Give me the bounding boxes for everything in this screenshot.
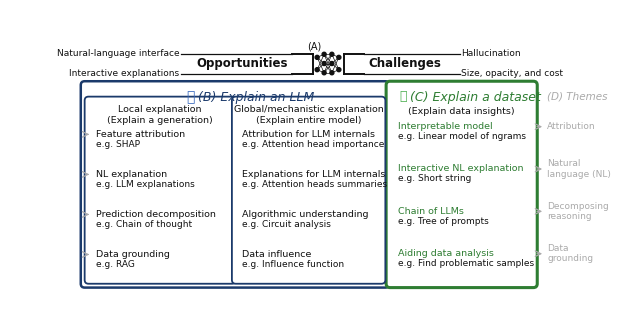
FancyBboxPatch shape xyxy=(386,81,537,288)
Text: e.g. RAG: e.g. RAG xyxy=(96,260,135,269)
Text: Data
grounding: Data grounding xyxy=(547,244,593,263)
Circle shape xyxy=(337,55,341,59)
Text: 🔍: 🔍 xyxy=(186,90,195,104)
Text: Explanations for LLM internals: Explanations for LLM internals xyxy=(242,170,385,179)
Text: (D) Themes: (D) Themes xyxy=(547,91,608,101)
FancyBboxPatch shape xyxy=(232,97,385,284)
Circle shape xyxy=(315,68,319,72)
Circle shape xyxy=(322,62,326,65)
Text: 📊: 📊 xyxy=(399,90,407,103)
Text: Algorithmic understanding: Algorithmic understanding xyxy=(242,210,369,219)
Text: Data influence: Data influence xyxy=(242,250,311,259)
Text: e.g. Influence function: e.g. Influence function xyxy=(242,260,344,269)
Text: Natural
language (NL): Natural language (NL) xyxy=(547,159,611,179)
Text: Local explanation
(Explain a generation): Local explanation (Explain a generation) xyxy=(108,105,213,125)
Text: (Explain data insights): (Explain data insights) xyxy=(408,107,515,116)
Text: (C) Explain a dataset: (C) Explain a dataset xyxy=(410,91,541,104)
Text: Size, opacity, and cost: Size, opacity, and cost xyxy=(461,69,563,78)
Text: e.g. Attention heads summaries: e.g. Attention heads summaries xyxy=(242,180,387,189)
Text: Interpretable model: Interpretable model xyxy=(397,122,492,131)
Text: Natural-language interface: Natural-language interface xyxy=(56,49,179,58)
Text: (B) Explain an LLM: (B) Explain an LLM xyxy=(198,91,314,104)
Text: Feature attribution: Feature attribution xyxy=(96,130,186,139)
Text: Data grounding: Data grounding xyxy=(96,250,170,259)
Text: e.g. Attention head importance: e.g. Attention head importance xyxy=(242,140,385,149)
Text: e.g. SHAP: e.g. SHAP xyxy=(96,140,140,149)
Text: Decomposing
reasoning: Decomposing reasoning xyxy=(547,202,609,221)
Text: Prediction decomposition: Prediction decomposition xyxy=(96,210,216,219)
Circle shape xyxy=(330,52,334,56)
Text: e.g. LLM explanations: e.g. LLM explanations xyxy=(96,180,195,189)
Text: Attribution: Attribution xyxy=(547,122,596,131)
Text: e.g. Tree of prompts: e.g. Tree of prompts xyxy=(397,217,488,226)
FancyBboxPatch shape xyxy=(84,97,236,284)
Text: e.g. Circuit analysis: e.g. Circuit analysis xyxy=(242,220,331,229)
Text: e.g. Chain of thought: e.g. Chain of thought xyxy=(96,220,193,229)
Circle shape xyxy=(330,71,334,75)
Circle shape xyxy=(322,71,326,75)
Text: Attribution for LLM internals: Attribution for LLM internals xyxy=(242,130,375,139)
Text: Interactive explanations: Interactive explanations xyxy=(69,69,179,78)
FancyBboxPatch shape xyxy=(81,81,389,288)
Circle shape xyxy=(315,55,319,59)
Text: e.g. Linear model of ngrams: e.g. Linear model of ngrams xyxy=(397,132,525,141)
Circle shape xyxy=(330,62,334,65)
Text: (A): (A) xyxy=(307,42,321,52)
Text: Aiding data analysis: Aiding data analysis xyxy=(397,249,493,258)
Text: Global/mechanistic explanation
(Explain entire model): Global/mechanistic explanation (Explain … xyxy=(234,105,383,125)
Text: Chain of LLMs: Chain of LLMs xyxy=(397,207,463,216)
Text: Challenges: Challenges xyxy=(368,57,441,70)
Circle shape xyxy=(337,68,341,72)
Text: Opportunities: Opportunities xyxy=(196,57,288,70)
Text: NL explanation: NL explanation xyxy=(96,170,168,179)
Text: Interactive NL explanation: Interactive NL explanation xyxy=(397,164,524,173)
Text: e.g. Find problematic samples: e.g. Find problematic samples xyxy=(397,259,534,268)
Text: Hallucination: Hallucination xyxy=(461,49,521,58)
Text: e.g. Short string: e.g. Short string xyxy=(397,174,471,183)
Circle shape xyxy=(322,52,326,56)
